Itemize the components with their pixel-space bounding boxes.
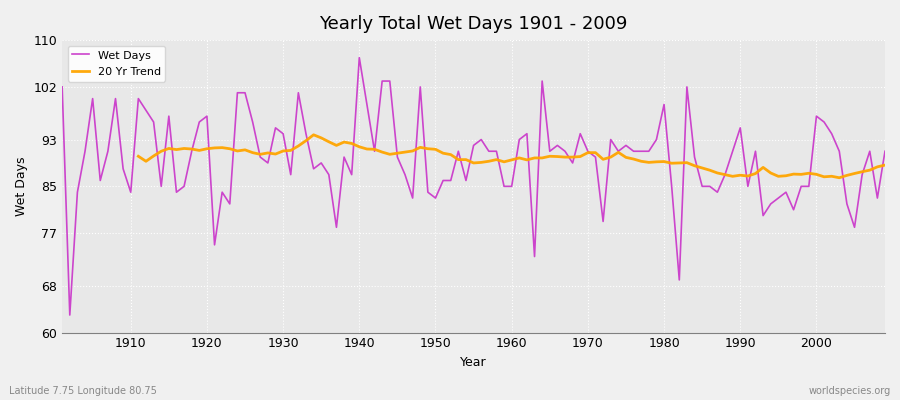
- 20 Yr Trend: [308, 132, 319, 137]
- Wet Days: [57, 84, 68, 89]
- Y-axis label: Wet Days: Wet Days: [15, 156, 28, 216]
- Line: 20 Yr Trend: 20 Yr Trend: [139, 135, 885, 178]
- 20 Yr Trend: [834, 175, 845, 180]
- 20 Yr Trend: [514, 156, 525, 160]
- Legend: Wet Days, 20 Yr Trend: Wet Days, 20 Yr Trend: [68, 46, 166, 82]
- 20 Yr Trend: [727, 174, 738, 179]
- Line: Wet Days: Wet Days: [62, 58, 885, 315]
- Text: worldspecies.org: worldspecies.org: [809, 386, 891, 396]
- Wet Days: [514, 137, 525, 142]
- Wet Days: [65, 313, 76, 318]
- Wet Days: [879, 149, 890, 154]
- Wet Days: [338, 155, 349, 160]
- Wet Days: [354, 55, 364, 60]
- Wet Days: [521, 131, 532, 136]
- Wet Days: [613, 149, 624, 154]
- Title: Yearly Total Wet Days 1901 - 2009: Yearly Total Wet Days 1901 - 2009: [320, 15, 628, 33]
- 20 Yr Trend: [369, 147, 380, 152]
- 20 Yr Trend: [133, 154, 144, 159]
- 20 Yr Trend: [536, 156, 547, 160]
- Wet Days: [293, 90, 304, 95]
- X-axis label: Year: Year: [460, 356, 487, 369]
- Wet Days: [125, 190, 136, 194]
- 20 Yr Trend: [338, 140, 349, 144]
- 20 Yr Trend: [316, 136, 327, 140]
- 20 Yr Trend: [879, 163, 890, 168]
- Text: Latitude 7.75 Longitude 80.75: Latitude 7.75 Longitude 80.75: [9, 386, 157, 396]
